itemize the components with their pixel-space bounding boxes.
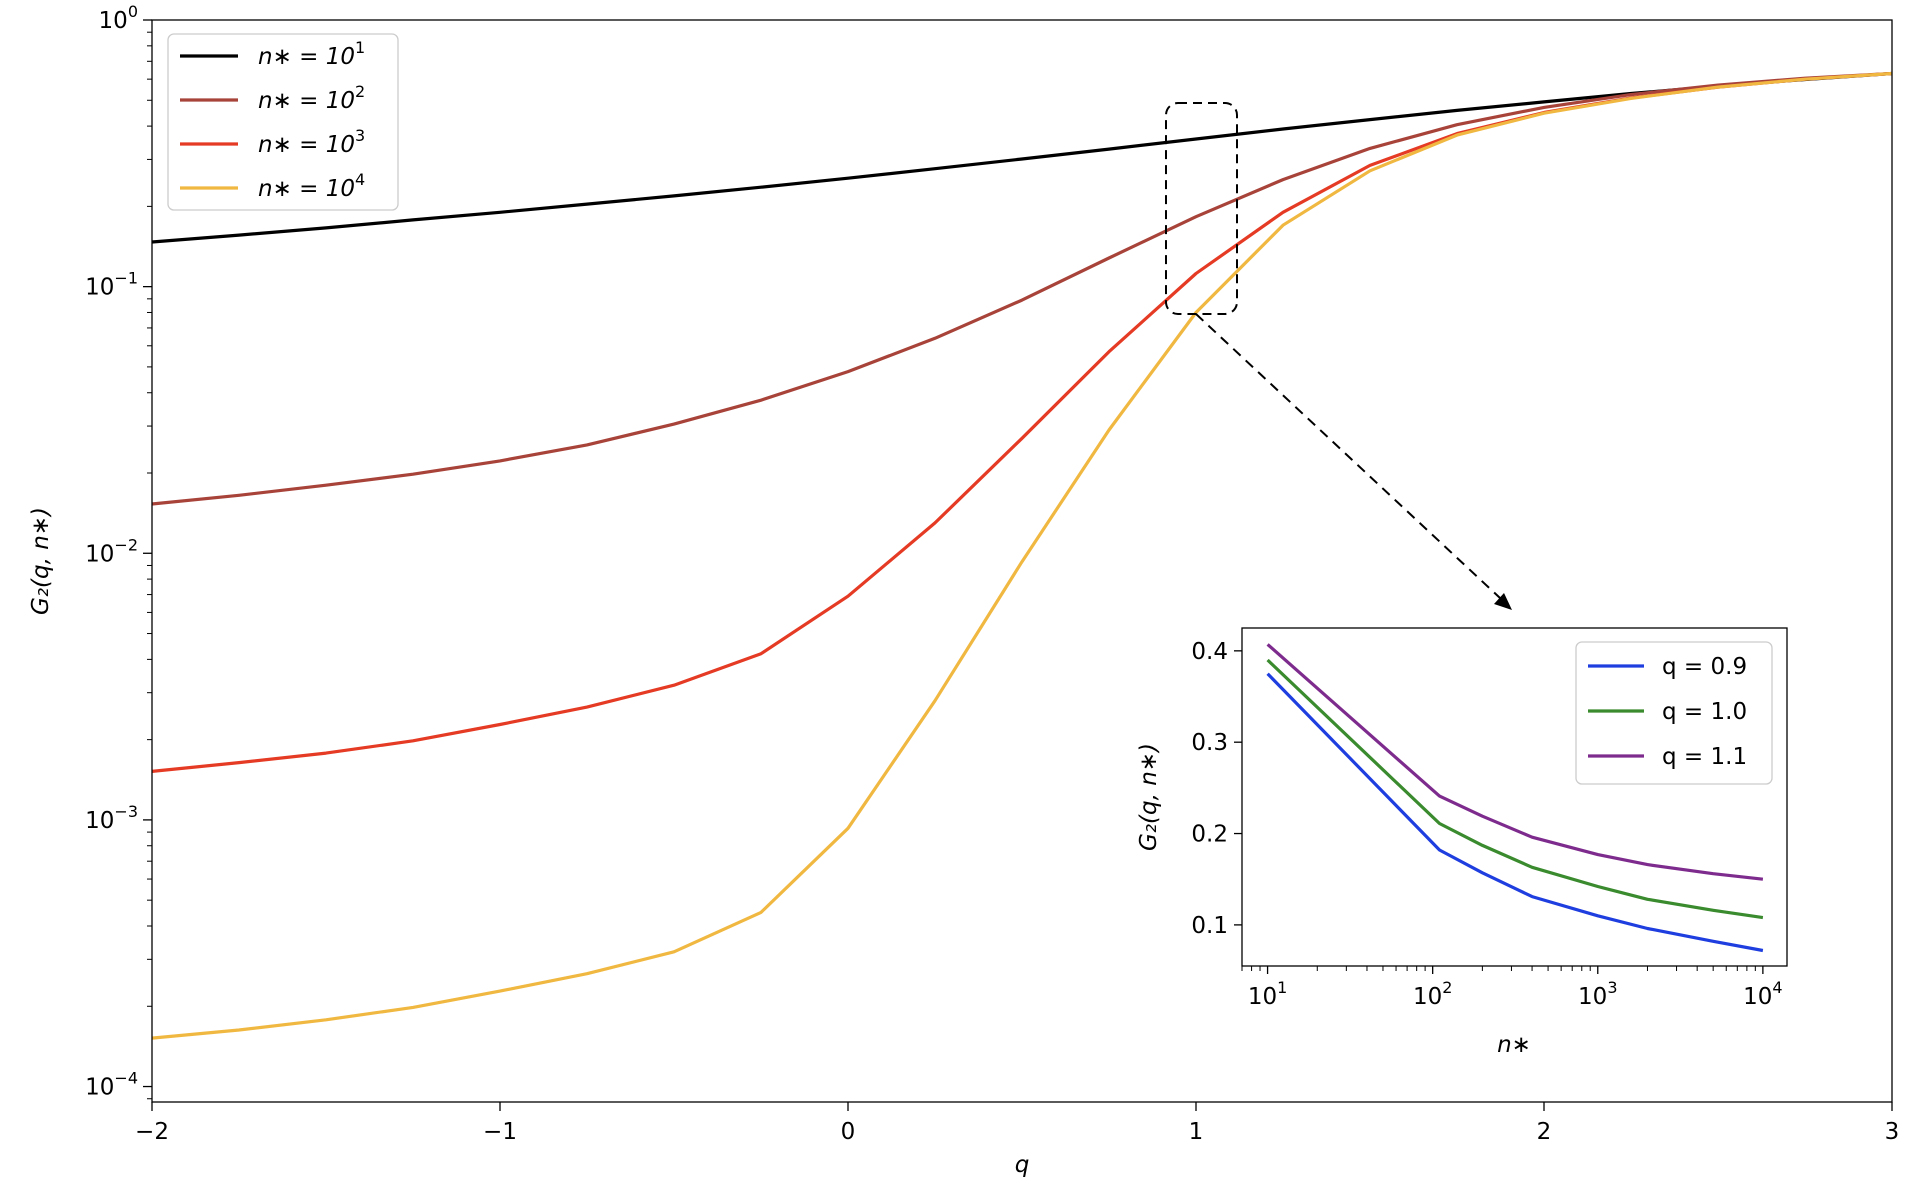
main-y-tick-label-exponent: −2 xyxy=(114,535,138,554)
inset-y-tick-label: 0.1 xyxy=(1191,913,1228,939)
main-legend-label-4: n∗ = 104 xyxy=(258,170,365,202)
main-x-ticks: −2 −1 0 1 2 3 xyxy=(135,1102,1899,1145)
main-series-group xyxy=(151,71,1893,1040)
inset-x-tick-label-base: 10 xyxy=(1248,984,1277,1010)
main-legend-label-3: n∗ = 103 xyxy=(258,126,365,158)
legend-label-exponent: 4 xyxy=(355,170,365,189)
main-y-tick-label: 10−2 xyxy=(85,535,138,567)
inset-series-line-2 xyxy=(1266,658,1764,920)
inset-x-tick-label-exponent: 2 xyxy=(1442,978,1452,997)
legend-label-base: n∗ = 10 xyxy=(258,44,355,70)
main-x-tick-label: −2 xyxy=(135,1119,169,1145)
inset-legend-label-3: q = 1.1 xyxy=(1662,744,1747,770)
inset-y-tick-label: 0.4 xyxy=(1191,639,1228,665)
main-plot-frame xyxy=(151,19,1893,1103)
inset-y-tick-label: 0.3 xyxy=(1191,730,1228,756)
main-x-tick-label: 1 xyxy=(1189,1119,1204,1145)
legend-label-base: n∗ = 10 xyxy=(258,88,355,114)
main-y-tick-label-base: 10 xyxy=(85,541,114,567)
inset-x-tick-label-exponent: 1 xyxy=(1277,978,1287,997)
inset-series-group xyxy=(1266,643,1764,953)
inset-y-tick-label: 0.2 xyxy=(1191,822,1228,848)
main-x-tick-label: 2 xyxy=(1537,1119,1552,1145)
inset-x-tick-label-exponent: 4 xyxy=(1772,978,1782,997)
inset-x-tick-label-base: 10 xyxy=(1743,984,1772,1010)
main-series-line-4 xyxy=(151,71,1893,1040)
inset-plot-frame xyxy=(1241,627,1788,967)
main-series-line-2 xyxy=(151,71,1893,506)
inset-legend-label-2: q = 1.0 xyxy=(1662,699,1747,725)
inset-series-line-3 xyxy=(1266,643,1764,881)
main-y-tick-label-base: 10 xyxy=(85,1075,114,1101)
inset-x-tick-label: 104 xyxy=(1743,978,1782,1010)
main-y-tick-label-exponent: −3 xyxy=(114,802,138,821)
legend-label-exponent: 1 xyxy=(355,38,365,57)
legend-label-exponent: 2 xyxy=(355,82,365,101)
main-y-tick-label-base: 10 xyxy=(85,808,114,834)
inset-x-tick-label-base: 10 xyxy=(1578,984,1607,1010)
legend-label-base: n∗ = 10 xyxy=(258,176,355,202)
main-y-tick-label-exponent: −4 xyxy=(114,1069,138,1088)
inset-x-tick-label-exponent: 3 xyxy=(1607,978,1617,997)
main-y-tick-label: 10−1 xyxy=(85,269,138,301)
inset-x-tick-label: 101 xyxy=(1248,978,1287,1010)
main-x-tick-label: −1 xyxy=(483,1119,517,1145)
main-y-tick-label: 10−4 xyxy=(85,1069,138,1101)
main-x-axis-label: q xyxy=(1015,1152,1030,1178)
inset-legend: q = 0.9 q = 1.0 q = 1.1 xyxy=(1575,641,1773,785)
main-x-tick-label: 3 xyxy=(1885,1119,1900,1145)
inset-legend-label-1: q = 0.9 xyxy=(1662,654,1747,680)
inset-x-tick-label: 103 xyxy=(1578,978,1617,1010)
main-legend-label-1: n∗ = 101 xyxy=(258,38,365,70)
zoom-arrow-head xyxy=(1494,593,1512,610)
main-y-tick-label-base: 10 xyxy=(99,8,128,34)
inset-series-line-1 xyxy=(1266,672,1764,953)
inset-y-ticks: 0.1 0.2 0.3 0.4 xyxy=(1191,639,1242,939)
main-y-tick-label-base: 10 xyxy=(85,275,114,301)
main-legend-label-2: n∗ = 102 xyxy=(258,82,365,114)
inset-y-axis-label: G₂(q, n∗) xyxy=(1136,743,1162,851)
main-series-line-1 xyxy=(151,71,1893,244)
main-y-axis-label: G₂(q, n∗) xyxy=(28,507,54,615)
inset-plot: 101 102 103 104 0.10.20.30.4 n∗ G₂(q, n∗) q… xyxy=(1136,627,1788,1058)
legend-label-base: n∗ = 10 xyxy=(258,132,355,158)
main-legend-box xyxy=(167,33,399,211)
inset-legend-box xyxy=(1575,641,1773,785)
inset-x-tick-label: 102 xyxy=(1413,978,1452,1010)
inset-x-ticks: 101 102 103 104 xyxy=(1241,966,1783,1010)
main-y-tick-label-exponent: 0 xyxy=(128,2,138,21)
main-y-tick-label: 100 xyxy=(99,2,138,34)
main-y-tick-label-exponent: −1 xyxy=(114,269,138,288)
legend-label-exponent: 3 xyxy=(355,126,365,145)
zoom-arrow-line xyxy=(1195,313,1501,599)
main-x-tick-label: 0 xyxy=(841,1119,856,1145)
zoom-box xyxy=(1165,102,1238,315)
inset-x-axis-label: n∗ xyxy=(1497,1032,1531,1058)
main-y-tick-label: 10−3 xyxy=(85,802,138,834)
inset-x-tick-label-base: 10 xyxy=(1413,984,1442,1010)
